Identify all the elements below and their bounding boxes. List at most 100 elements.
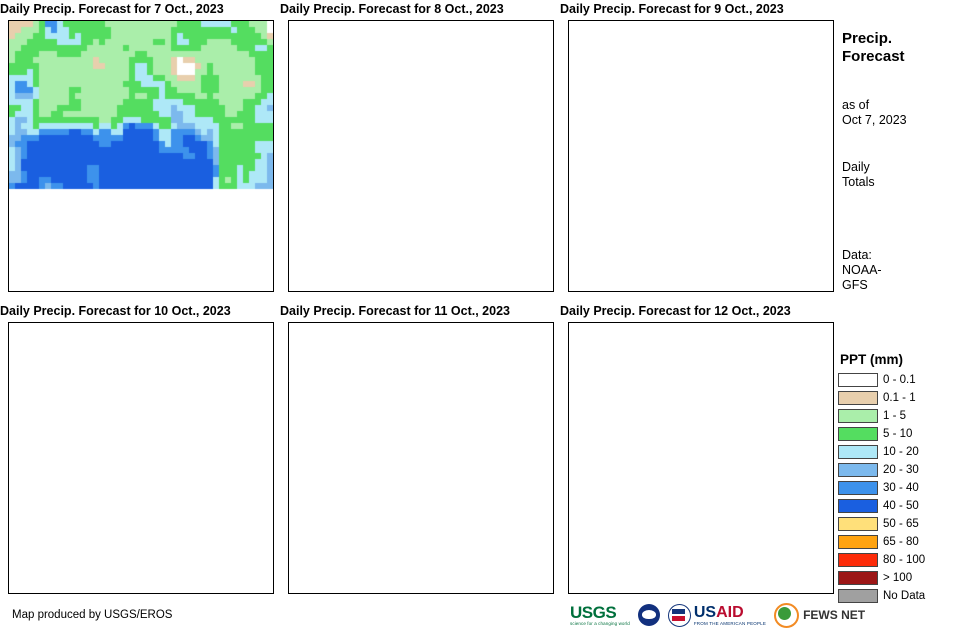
country-borders-1 (9, 21, 273, 291)
usgs-logo: USGS science for a changing world (570, 604, 630, 627)
legend-item: 10 - 20 (838, 443, 970, 460)
panel-title-3: Daily Precip. Forecast for 9 Oct., 2023 (560, 2, 784, 16)
forecast-panel-3[interactable]: Daily Precip. Forecast for 9 Oct., 2023 (560, 0, 840, 296)
noaa-logo-icon (637, 604, 660, 626)
sidebar-title-line2: Forecast (842, 48, 905, 65)
country-borders-6 (569, 323, 833, 593)
legend-item: 65 - 80 (838, 533, 970, 550)
usaid-name-part1: US (693, 603, 717, 621)
precip-raster-6 (569, 323, 833, 593)
legend-item: 40 - 50 (838, 497, 970, 514)
panel-title-5: Daily Precip. Forecast for 11 Oct., 2023 (280, 304, 510, 318)
sidebar-asof: as of Oct 7, 2023 (842, 98, 970, 128)
panel-title-1: Daily Precip. Forecast for 7 Oct., 2023 (0, 2, 224, 16)
legend-label: 1 - 5 (883, 409, 907, 422)
legend-item: 0.1 - 1 (838, 389, 970, 406)
precip-map-1[interactable] (8, 20, 274, 292)
sidebar-totals: Daily Totals (842, 160, 970, 190)
forecast-panel-1[interactable]: Daily Precip. Forecast for 7 Oct., 2023 (0, 0, 280, 296)
legend-item: 5 - 10 (838, 425, 970, 442)
legend-swatch (838, 480, 878, 495)
fewsnet-logo: FEWS NET (774, 602, 866, 628)
legend-label: 0 - 0.1 (883, 373, 916, 386)
asof-line1: as of (842, 98, 870, 112)
globe-icon (774, 602, 800, 628)
legend-swatch (838, 552, 878, 567)
legend-label: 40 - 50 (883, 499, 919, 512)
forecast-panel-5[interactable]: Daily Precip. Forecast for 11 Oct., 2023 (280, 302, 560, 598)
data-line1: Data: (842, 248, 872, 262)
precip-map-3[interactable] (568, 20, 834, 292)
sidebar-title: Precip. Forecast (842, 30, 970, 66)
forecast-panel-grid: Daily Precip. Forecast for 7 Oct., 2023 … (0, 0, 840, 598)
legend-swatch (838, 408, 878, 423)
legend-label: 65 - 80 (883, 535, 919, 548)
totals-line1: Daily (842, 160, 870, 174)
legend-label: 10 - 20 (883, 445, 919, 458)
usaid-seal-icon (667, 603, 691, 627)
asof-line2: Oct 7, 2023 (842, 113, 907, 127)
panel-title-6: Daily Precip. Forecast for 12 Oct., 2023 (560, 304, 791, 318)
legend-swatch (838, 444, 878, 459)
sidebar: Precip. Forecast as of Oct 7, 2023 Daily… (838, 0, 970, 635)
legend-label: No Data (883, 589, 926, 602)
usgs-logo-tagline: science for a changing world (570, 620, 630, 626)
panel-title-2: Daily Precip. Forecast for 8 Oct., 2023 (280, 2, 504, 16)
legend-label: 5 - 10 (883, 427, 913, 440)
legend-item: 30 - 40 (838, 479, 970, 496)
precip-map-4[interactable] (8, 322, 274, 594)
data-line3: GFS (842, 278, 868, 292)
agency-logos: USGS science for a changing world USAID … (570, 600, 865, 630)
legend-item: 0 - 0.1 (838, 371, 970, 388)
usaid-logo: USAID FROM THE AMERICAN PEOPLE (667, 603, 767, 627)
country-borders-3 (569, 21, 833, 291)
legend-item: 1 - 5 (838, 407, 970, 424)
legend-label: 50 - 65 (883, 517, 919, 530)
legend-item: > 100 (838, 569, 970, 586)
precip-legend: PPT (mm) 0 - 0.1 0.1 - 1 1 - 5 5 - 10 10 - 2… (838, 352, 970, 605)
forecast-panel-6[interactable]: Daily Precip. Forecast for 12 Oct., 2023 (560, 302, 840, 598)
legend-label: > 100 (883, 571, 913, 584)
legend-swatch (838, 390, 878, 405)
legend-swatch (838, 426, 878, 441)
panel-title-4: Daily Precip. Forecast for 10 Oct., 2023 (0, 304, 231, 318)
country-borders-4 (9, 323, 273, 593)
legend-swatch (838, 498, 878, 513)
legend-label: 20 - 30 (883, 463, 919, 476)
legend-rows: 0 - 0.1 0.1 - 1 1 - 5 5 - 10 10 - 20 20 - 30 3… (838, 371, 970, 604)
country-borders-2 (289, 21, 553, 291)
legend-swatch (838, 516, 878, 531)
legend-swatch (838, 534, 878, 549)
totals-line2: Totals (842, 175, 875, 189)
legend-label: 80 - 100 (883, 553, 926, 566)
precip-raster-5 (289, 323, 553, 593)
legend-item: No Data (838, 587, 970, 604)
legend-item: 80 - 100 (838, 551, 970, 568)
precip-raster-1 (9, 21, 273, 291)
usgs-logo-name: USGS (570, 602, 617, 622)
precip-map-5[interactable] (288, 322, 554, 594)
precip-map-2[interactable] (288, 20, 554, 292)
legend-swatch (838, 372, 878, 387)
legend-label: 0.1 - 1 (883, 391, 916, 404)
sidebar-title-line1: Precip. (842, 30, 893, 47)
forecast-panel-2[interactable]: Daily Precip. Forecast for 8 Oct., 2023 (280, 0, 560, 296)
precip-raster-4 (9, 323, 273, 593)
legend-item: 20 - 30 (838, 461, 970, 478)
precip-map-6[interactable] (568, 322, 834, 594)
legend-swatch (838, 570, 878, 585)
sidebar-data-source: Data: NOAA- GFS (842, 248, 970, 293)
precip-raster-3 (569, 21, 833, 291)
country-borders-5 (289, 323, 553, 593)
legend-swatch (838, 462, 878, 477)
forecast-panel-4[interactable]: Daily Precip. Forecast for 10 Oct., 2023 (0, 302, 280, 598)
fewsnet-logo-name: FEWS NET (803, 608, 866, 622)
precip-raster-2 (289, 21, 553, 291)
map-credit: Map produced by USGS/EROS (12, 609, 173, 621)
usaid-tagline: FROM THE AMERICAN PEOPLE (693, 620, 767, 626)
legend-item: 50 - 65 (838, 515, 970, 532)
data-line2: NOAA- (842, 263, 882, 277)
legend-title: PPT (mm) (840, 352, 904, 367)
legend-label: 30 - 40 (883, 481, 919, 494)
usaid-logo-name: USAID (693, 603, 766, 621)
